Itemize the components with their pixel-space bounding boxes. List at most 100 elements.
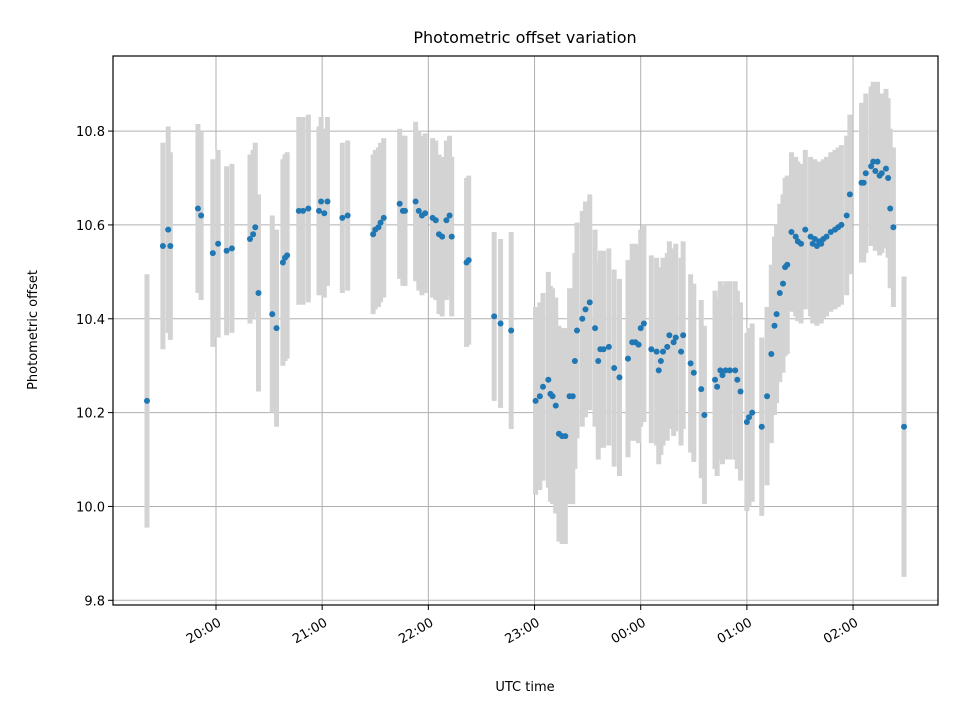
data-point — [339, 214, 346, 221]
data-point — [250, 231, 257, 238]
data-point — [846, 191, 853, 198]
data-point — [680, 332, 687, 339]
data-point — [439, 233, 446, 240]
data-point — [573, 327, 580, 334]
data-point — [722, 367, 729, 374]
data-point — [571, 358, 578, 364]
data-point — [823, 233, 830, 240]
data-point — [870, 158, 877, 165]
data-point — [497, 320, 504, 327]
data-point — [771, 322, 778, 329]
data-point — [687, 360, 694, 367]
data-point — [776, 289, 783, 296]
data-point — [569, 393, 576, 400]
data-point — [838, 221, 845, 228]
data-point — [315, 207, 322, 214]
data-point — [318, 198, 325, 205]
data-point — [611, 365, 618, 372]
data-point — [872, 167, 879, 174]
data-point — [890, 224, 897, 231]
data-point — [726, 367, 733, 374]
data-point — [600, 346, 607, 353]
data-point — [734, 376, 741, 383]
data-point — [818, 240, 825, 247]
data-point — [305, 205, 312, 212]
data-point — [194, 205, 201, 212]
plot-area-frame — [112, 55, 939, 606]
y-tick-label: 10.2 — [76, 407, 105, 422]
data-point — [672, 334, 679, 341]
data-point — [300, 207, 307, 214]
data-point — [843, 212, 850, 219]
data-point — [579, 315, 586, 322]
data-point — [637, 325, 644, 332]
data-point — [792, 233, 799, 240]
data-point — [657, 358, 664, 364]
data-point — [377, 219, 384, 226]
data-point — [252, 224, 259, 231]
data-point — [802, 226, 809, 233]
data-point — [443, 217, 450, 224]
y-tick-label: 10.4 — [76, 313, 105, 328]
data-point — [749, 409, 756, 416]
data-point — [714, 383, 721, 390]
data-point — [143, 397, 150, 404]
data-point — [655, 367, 662, 374]
data-point — [670, 339, 677, 346]
data-point — [878, 170, 885, 177]
data-point — [862, 170, 869, 177]
x-axis-label: UTC time — [495, 680, 554, 695]
data-point — [885, 175, 892, 181]
data-point — [768, 350, 775, 357]
data-point — [446, 212, 453, 219]
data-point — [779, 280, 786, 287]
data-point — [788, 228, 795, 235]
y-tick-label: 10.0 — [76, 500, 105, 515]
data-point — [592, 325, 599, 332]
data-point — [549, 393, 556, 400]
data-point — [701, 411, 708, 418]
data-point — [784, 261, 791, 268]
data-point — [664, 343, 671, 350]
data-point — [773, 311, 780, 318]
data-point — [273, 325, 280, 332]
data-point — [532, 397, 539, 404]
data-point — [758, 423, 765, 430]
data-point — [732, 367, 739, 374]
data-point — [380, 214, 387, 221]
data-point — [536, 393, 543, 400]
data-point — [370, 231, 377, 238]
data-point — [640, 320, 647, 327]
data-point — [605, 343, 612, 350]
data-point — [887, 205, 894, 212]
data-point — [653, 348, 660, 355]
data-point — [375, 224, 382, 231]
data-point — [255, 289, 262, 296]
data-point — [401, 207, 408, 214]
data-point — [562, 433, 569, 440]
y-tick-label: 9.8 — [84, 594, 105, 609]
data-point — [165, 226, 172, 233]
data-points — [143, 158, 908, 440]
data-point — [324, 198, 331, 205]
data-point — [540, 383, 547, 390]
data-point — [269, 311, 276, 318]
data-point — [798, 240, 805, 247]
data-point — [868, 163, 875, 170]
data-point — [860, 179, 867, 186]
data-point — [491, 313, 498, 320]
data-point — [874, 158, 881, 165]
data-point — [432, 217, 439, 224]
data-point — [465, 257, 472, 264]
data-point — [215, 240, 222, 247]
data-point — [743, 419, 750, 425]
data-point — [698, 386, 705, 393]
y-tick-label: 10.8 — [76, 125, 105, 140]
data-point — [660, 348, 666, 355]
data-point — [635, 341, 642, 348]
data-point — [719, 372, 726, 379]
data-point — [415, 207, 422, 214]
data-point — [508, 327, 515, 334]
